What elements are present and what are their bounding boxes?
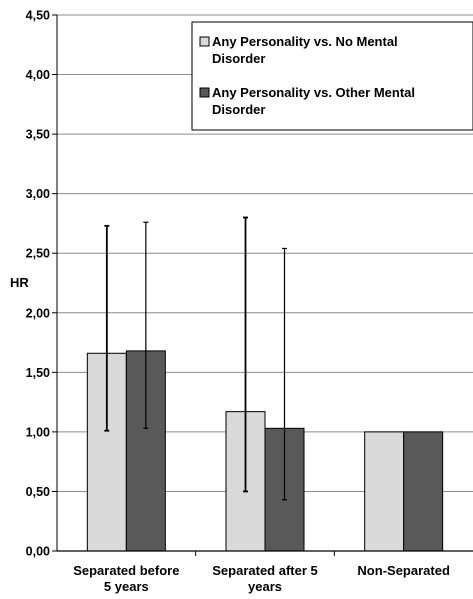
bar-other-mental-disorder [403, 431, 444, 552]
x-category-label: years [248, 579, 282, 594]
legend-label: Any Personality vs. Other Mental [212, 85, 415, 100]
y-axis-label: HR [10, 275, 29, 290]
y-tick-label: 2,00 [26, 306, 50, 320]
legend: Any Personality vs. No Mental Disorder Any… [191, 21, 473, 131]
y-tick-label: 4,00 [26, 68, 50, 82]
y-tick-label: 2,50 [26, 247, 50, 261]
legend-label: Any Personality vs. No Mental [212, 34, 398, 49]
x-category-label: Separated before [73, 563, 179, 578]
legend-label: Disorder [212, 51, 265, 66]
legend-label: Disorder [212, 102, 265, 117]
x-category-label: Non-Separated [357, 563, 450, 578]
y-tick-label: 3,50 [26, 128, 50, 142]
bar-no-mental-disorder [364, 431, 405, 552]
legend-box [191, 21, 473, 131]
y-axis: 0,00 0,50 1,00 1,50 2,00 2,50 3,00 3,50 4,00 4,50 [26, 9, 58, 559]
y-tick-label: 1,00 [26, 425, 50, 439]
x-category-label: 5 years [104, 579, 149, 594]
y-tick-label: 0,00 [26, 545, 50, 559]
y-tick-label: 0,50 [26, 485, 50, 499]
y-tick-label: 3,00 [26, 187, 50, 201]
y-tick-label: 4,50 [26, 9, 50, 23]
x-category-label: Separated after 5 [212, 563, 318, 578]
error-bars [104, 216, 287, 501]
y-tick-label: 1,50 [26, 366, 50, 380]
legend-swatch [199, 36, 210, 47]
legend-swatch [199, 87, 210, 98]
bars [86, 350, 444, 552]
